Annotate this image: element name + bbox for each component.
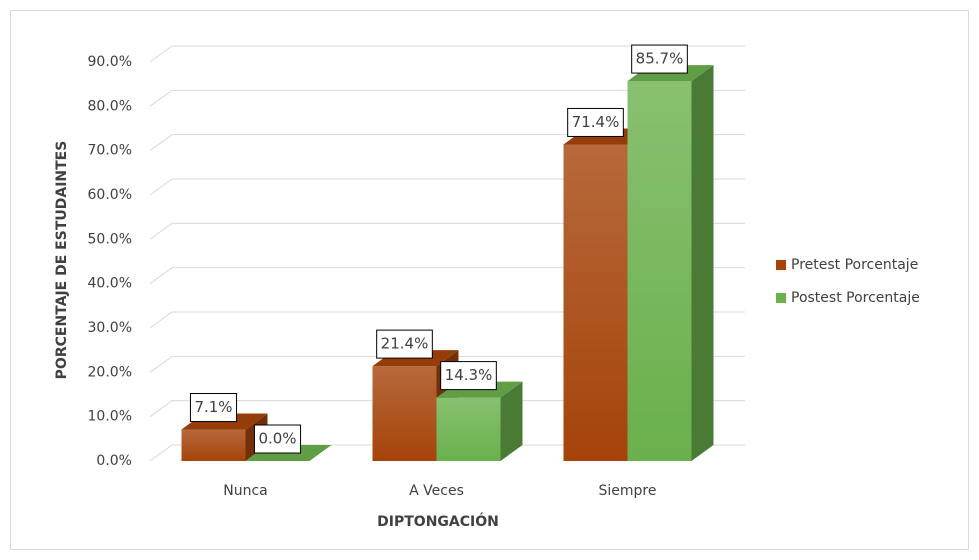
data-label: 85.7% — [636, 50, 684, 68]
data-label: 71.4% — [572, 113, 620, 131]
data-label-box — [189, 393, 238, 423]
x-tick-label: A Veces — [409, 483, 464, 499]
y-tick-label: 40.0% — [88, 276, 132, 292]
legend-swatch — [776, 260, 786, 270]
grid-line — [149, 178, 745, 196]
x-axis-title: DIPTONGACIÓN — [377, 512, 499, 530]
y-tick-label: 60.0% — [88, 187, 132, 203]
data-label: 14.3% — [445, 366, 493, 384]
legend-label: Pretest Porcentaje — [791, 257, 918, 273]
y-tick-label: 10.0% — [88, 409, 132, 425]
grid-line — [149, 311, 745, 329]
grid-line — [149, 45, 745, 63]
data-label: 21.4% — [381, 335, 429, 353]
data-label-box — [631, 44, 688, 74]
data-label-box — [440, 361, 497, 391]
grid-line — [149, 89, 745, 107]
data-label-box — [376, 329, 433, 359]
grid-line — [149, 355, 745, 373]
y-tick-label: 30.0% — [88, 320, 132, 336]
data-label: 7.1% — [194, 398, 232, 416]
bar — [436, 381, 523, 461]
y-tick-label: 90.0% — [88, 54, 132, 70]
y-tick-label: 20.0% — [88, 364, 132, 380]
legend-label: Postest Porcentaje — [791, 290, 920, 306]
x-tick-label: Nunca — [223, 483, 268, 499]
y-tick-label: 50.0% — [88, 231, 132, 247]
y-tick-label: 0.0% — [96, 453, 132, 469]
y-axis-title: PORCENTAJE DE ESTUDAINTES — [54, 141, 70, 380]
data-label: 0.0% — [258, 430, 296, 448]
y-tick-label: 70.0% — [88, 143, 132, 159]
bar — [627, 65, 714, 462]
grid-line — [149, 267, 745, 285]
legend-swatch — [776, 293, 786, 303]
data-label-box — [567, 107, 624, 137]
grid-line — [149, 134, 745, 152]
grid-line — [149, 444, 745, 462]
grid-line — [149, 222, 745, 240]
grid-line — [149, 400, 745, 418]
data-label-box — [253, 424, 302, 454]
x-tick-label: Siempre — [599, 483, 657, 499]
y-tick-label: 80.0% — [88, 98, 132, 114]
